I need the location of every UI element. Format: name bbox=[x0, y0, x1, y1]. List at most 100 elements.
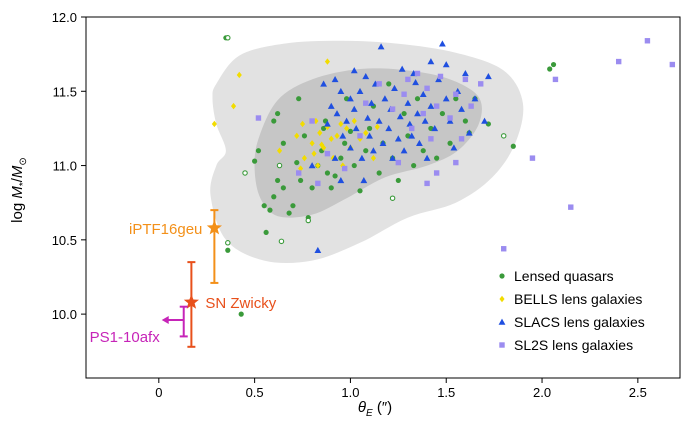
triangle-point bbox=[366, 132, 373, 139]
circle-point bbox=[401, 110, 407, 117]
triangle-point bbox=[439, 40, 446, 47]
triangle-point bbox=[400, 147, 408, 154]
circle-point bbox=[294, 159, 300, 166]
triangle-point bbox=[419, 90, 427, 97]
legend-label: Lensed quasars bbox=[514, 268, 614, 284]
triangle-point bbox=[458, 105, 465, 112]
square-point bbox=[568, 204, 574, 210]
x-tick-label: 1.5 bbox=[437, 385, 455, 400]
circle-point bbox=[252, 158, 258, 164]
triangle-point bbox=[465, 129, 473, 136]
diamond-point bbox=[230, 102, 237, 110]
diamond-point bbox=[330, 154, 336, 162]
circle-point bbox=[255, 148, 262, 154]
square-point bbox=[414, 70, 421, 77]
circle-point bbox=[321, 125, 327, 132]
hollow-circle-point bbox=[305, 217, 312, 224]
legend: Lensed quasars BELLS lens galaxies SLACS l… bbox=[498, 268, 645, 353]
highlighted-supernovae bbox=[161, 209, 222, 348]
hollow-circle-point bbox=[278, 238, 285, 245]
circle-point bbox=[363, 148, 369, 154]
hollow-circle-point bbox=[242, 170, 248, 176]
triangle-point bbox=[350, 105, 358, 112]
legend-label: BELLS lens galaxies bbox=[514, 291, 642, 307]
diamond-point bbox=[324, 123, 330, 131]
arrow-head bbox=[161, 316, 169, 325]
square-point bbox=[363, 100, 369, 106]
circle-point bbox=[386, 81, 392, 87]
y-tick-label: 11.0 bbox=[53, 159, 77, 174]
square-point bbox=[424, 85, 430, 92]
square-point bbox=[401, 91, 407, 97]
triangle-point bbox=[370, 147, 377, 154]
triangle-point bbox=[347, 144, 354, 151]
diamond-point bbox=[211, 120, 217, 128]
triangle-point bbox=[423, 154, 431, 161]
square-point bbox=[529, 155, 536, 161]
triangle-point bbox=[427, 58, 435, 65]
y-tick-label: 11.5 bbox=[53, 84, 77, 99]
legend-label: SLACS lens galaxies bbox=[514, 314, 645, 330]
diamond-point bbox=[351, 117, 357, 125]
diamond-point bbox=[338, 120, 344, 128]
circle-point bbox=[411, 162, 417, 169]
triangle-point bbox=[339, 132, 347, 139]
hollow-circle-point bbox=[276, 162, 283, 169]
triangle-point bbox=[324, 120, 331, 127]
triangle-point bbox=[442, 95, 450, 102]
circle-point bbox=[280, 140, 286, 146]
series-diamond bbox=[211, 58, 380, 172]
triangle-point bbox=[396, 113, 404, 120]
triangle-point bbox=[308, 162, 316, 169]
square-point bbox=[437, 73, 444, 80]
square-point bbox=[453, 91, 459, 97]
y-axis-ticks: 10.0 10.5 11.0 11.5 12.0 bbox=[52, 10, 86, 322]
triangle-point bbox=[471, 95, 479, 102]
circle-point bbox=[280, 185, 286, 191]
diamond-point bbox=[319, 141, 325, 148]
diamond-point bbox=[311, 150, 317, 157]
supernova-labels: iPTF16geu SN Zwicky PS1-10afx bbox=[90, 221, 277, 346]
y-axis-label: log M*/M⊙ bbox=[9, 157, 29, 223]
square-point bbox=[424, 180, 430, 187]
triangle-point bbox=[481, 117, 488, 124]
square-point bbox=[309, 118, 315, 124]
diamond-point bbox=[374, 123, 380, 131]
legend-entry: SL2S lens galaxies bbox=[499, 337, 633, 353]
x-tick-label: 1.0 bbox=[341, 385, 359, 400]
circle-point bbox=[347, 128, 354, 134]
square-point bbox=[295, 170, 302, 176]
legend-circle-marker bbox=[499, 273, 505, 279]
triangle-point bbox=[333, 110, 341, 117]
square-point bbox=[315, 180, 321, 187]
triangle-point bbox=[379, 139, 387, 146]
special-ps1-10afx bbox=[161, 305, 188, 338]
hollow-circle-point bbox=[389, 195, 396, 201]
circle-point bbox=[338, 155, 344, 161]
inner-contour bbox=[254, 68, 482, 218]
special-iptf16geu bbox=[206, 209, 222, 284]
triangle-point bbox=[375, 117, 383, 124]
triangle-point bbox=[385, 125, 393, 132]
legend-square-marker bbox=[499, 342, 505, 348]
circle-point bbox=[395, 177, 401, 184]
circle-point bbox=[275, 177, 281, 184]
diamond-point bbox=[328, 135, 334, 143]
x-tick-label: 0 bbox=[155, 385, 162, 400]
square-point bbox=[478, 81, 484, 87]
diamond-point bbox=[236, 71, 242, 79]
circle-point bbox=[453, 96, 459, 102]
hollow-circle-point bbox=[225, 35, 231, 41]
y-tick-label: 12.0 bbox=[52, 10, 77, 25]
diamond-point bbox=[317, 129, 323, 137]
legend-triangle-marker bbox=[498, 318, 506, 325]
triangle-point bbox=[347, 95, 354, 102]
diamond-point bbox=[370, 154, 376, 162]
circle-point bbox=[290, 203, 296, 209]
series-square bbox=[255, 38, 676, 252]
triangle-point bbox=[412, 78, 419, 86]
triangle-point bbox=[389, 154, 396, 161]
square-point bbox=[669, 61, 676, 68]
circle-point bbox=[275, 110, 281, 117]
triangle-point bbox=[414, 110, 421, 117]
